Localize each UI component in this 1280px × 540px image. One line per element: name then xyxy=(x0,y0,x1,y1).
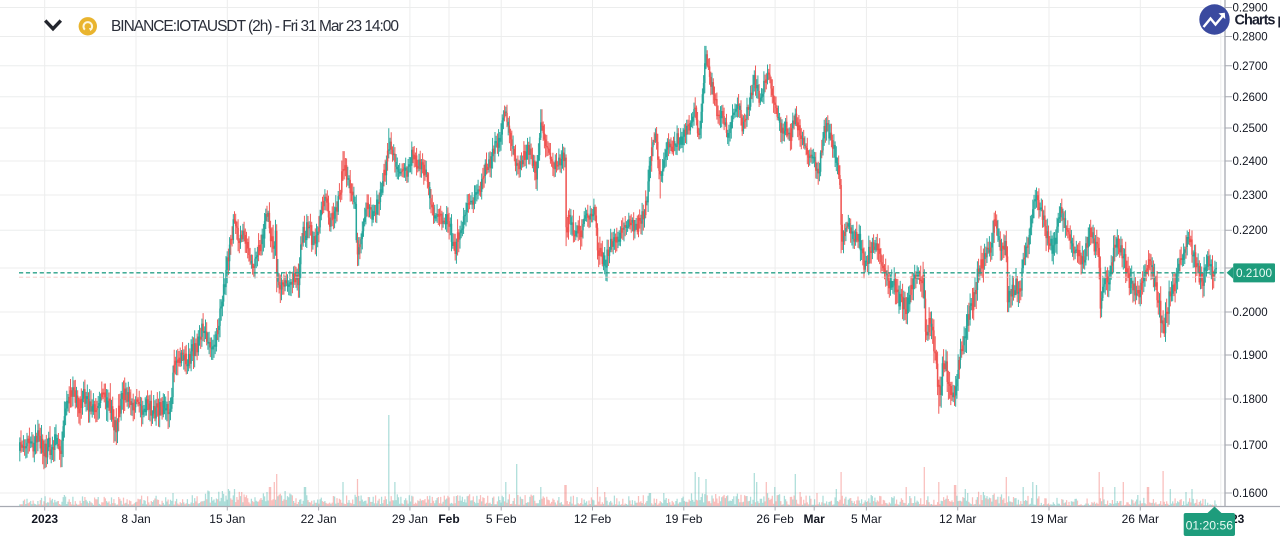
svg-text:0.1600: 0.1600 xyxy=(1233,488,1268,500)
svg-text:01:20:56: 01:20:56 xyxy=(1186,519,1234,533)
svg-text:Charts: Charts xyxy=(1235,12,1276,28)
svg-text:8 Jan: 8 Jan xyxy=(121,512,150,526)
svg-text:12 Mar: 12 Mar xyxy=(939,512,976,526)
svg-text:26 Mar: 26 Mar xyxy=(1122,512,1159,526)
svg-text:0.2200: 0.2200 xyxy=(1233,225,1268,237)
svg-text:0.2900: 0.2900 xyxy=(1233,3,1268,15)
svg-text:0.2800: 0.2800 xyxy=(1233,32,1268,44)
svg-text:19 Mar: 19 Mar xyxy=(1030,512,1067,526)
svg-text:5 Mar: 5 Mar xyxy=(851,512,882,526)
svg-text:Mar: Mar xyxy=(804,512,826,526)
svg-text:0.2100: 0.2100 xyxy=(1236,266,1273,280)
svg-text:0.2700: 0.2700 xyxy=(1233,61,1268,73)
svg-text:0.1700: 0.1700 xyxy=(1233,440,1268,452)
svg-text:0.2300: 0.2300 xyxy=(1233,190,1268,202)
svg-text:0.2600: 0.2600 xyxy=(1233,92,1268,104)
svg-text:Feb: Feb xyxy=(438,512,459,526)
svg-text:5 Feb: 5 Feb xyxy=(486,512,517,526)
svg-text:22 Jan: 22 Jan xyxy=(301,512,337,526)
svg-text:BINANCE:IOTAUSDT (2h) - Fri 31: BINANCE:IOTAUSDT (2h) - Fri 31 Mar 23 14… xyxy=(111,18,399,35)
svg-text:0.1800: 0.1800 xyxy=(1233,394,1268,406)
svg-text:26 Feb: 26 Feb xyxy=(756,512,794,526)
svg-text:19 Feb: 19 Feb xyxy=(665,512,703,526)
svg-text:15 Jan: 15 Jan xyxy=(209,512,245,526)
svg-text:0.2400: 0.2400 xyxy=(1233,156,1268,168)
svg-text:12 Feb: 12 Feb xyxy=(574,512,612,526)
svg-text:po: po xyxy=(1277,12,1280,28)
svg-text:0.1900: 0.1900 xyxy=(1233,350,1268,362)
svg-text:29 Jan: 29 Jan xyxy=(392,512,428,526)
svg-text:2023: 2023 xyxy=(31,512,58,526)
svg-text:0.2000: 0.2000 xyxy=(1233,307,1268,319)
svg-text:0.2500: 0.2500 xyxy=(1233,123,1268,135)
